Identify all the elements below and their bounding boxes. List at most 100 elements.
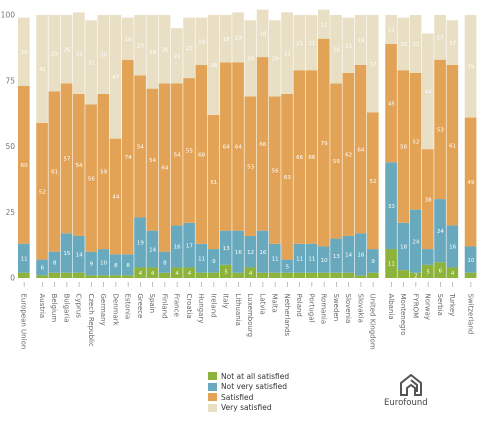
- x-category-label: Slovakia: [356, 294, 364, 323]
- bar-segment-satisfied: [97, 93, 110, 250]
- bar-segment-satisfied: [158, 83, 171, 252]
- data-label: 17: [449, 41, 456, 47]
- data-label: 21: [345, 43, 352, 49]
- x-category-label: Germany: [99, 294, 107, 326]
- legend-item-not-very: Not very satisfied: [208, 382, 289, 393]
- data-label: 79: [321, 141, 328, 147]
- bar-segment-satisfied: [446, 64, 459, 226]
- data-label: 55: [186, 149, 193, 155]
- data-label: 11: [21, 256, 28, 262]
- bar-segment-not_at_all: [281, 272, 293, 278]
- data-label: 24: [412, 239, 419, 245]
- bar-segment-satisfied: [330, 83, 342, 239]
- bar-segment-not_at_all: [232, 272, 244, 278]
- x-category-label: European Union: [20, 294, 28, 350]
- bar-segment-not_very: [305, 243, 318, 273]
- data-label: 54: [76, 163, 83, 169]
- legend-swatch-satisfied: [208, 393, 217, 402]
- bar-segment-not_at_all: [48, 272, 61, 278]
- data-label: 54: [174, 153, 181, 159]
- x-category-label: Croatia: [185, 294, 193, 319]
- data-label: 63: [284, 175, 291, 181]
- data-label: 26: [333, 47, 340, 53]
- x-category-label: Italy: [222, 294, 230, 309]
- bar-segment-satisfied: [397, 70, 410, 223]
- data-label: 14: [345, 253, 352, 259]
- bar-segment-not_at_all: [146, 267, 159, 278]
- data-label: 8: [163, 260, 167, 266]
- x-category-label: Lithuania: [234, 294, 242, 326]
- data-label: 16: [357, 253, 364, 259]
- data-label: 10: [321, 258, 328, 264]
- y-tick-label: 0: [10, 274, 15, 283]
- data-label: 8: [114, 263, 118, 269]
- bar-segment-not_very: [36, 259, 48, 276]
- data-label: 9: [371, 259, 375, 265]
- bar-segment-satisfied: [305, 70, 318, 244]
- bar-segment-not_at_all: [36, 275, 48, 278]
- bar-segment-not_at_all: [434, 262, 446, 278]
- data-label: 59: [333, 159, 340, 165]
- legend-label: Not at all satisfied: [221, 371, 290, 381]
- legend-swatch-very: [208, 403, 217, 412]
- data-label: 18: [259, 32, 266, 38]
- bar-segment-not_very: [109, 254, 122, 276]
- bar-segment-satisfied: [171, 83, 183, 226]
- bar-segment-not_very: [385, 162, 397, 250]
- bar-segment-very: [220, 15, 232, 63]
- data-label: 18: [198, 40, 205, 46]
- x-category-label: Czech Republic: [87, 294, 95, 347]
- bar-segment-not_very: [256, 230, 269, 273]
- legend-label: Not very satisfied: [221, 382, 288, 392]
- data-label: 61: [449, 143, 456, 149]
- legend: Not at all satisfied Not very satisfied …: [208, 371, 289, 413]
- bar-segment-very: [422, 33, 434, 150]
- bar-segment-satisfied: [342, 72, 355, 236]
- data-label: 51: [210, 180, 217, 186]
- bar-segment-very: [269, 20, 281, 97]
- bar-segment-not_very: [367, 249, 379, 273]
- x-category-label: Portugal: [307, 294, 315, 323]
- data-label: 5: [286, 264, 290, 270]
- data-label: 5: [426, 270, 430, 276]
- bar-segment-very: [36, 15, 48, 123]
- bar-segment-satisfied: [385, 43, 397, 163]
- data-label: 29: [247, 57, 254, 63]
- data-label: 11: [296, 256, 303, 262]
- bar-segment-satisfied: [36, 122, 48, 260]
- bar-segment-not_very: [207, 249, 220, 273]
- x-category-label: Latvia: [258, 294, 266, 315]
- bar-segment-satisfied: [318, 38, 330, 247]
- bar-segment-satisfied: [281, 93, 293, 260]
- data-label: 16: [174, 245, 181, 251]
- bar-segment-not_very: [293, 243, 306, 273]
- data-label: 26: [63, 47, 70, 53]
- data-label: 4: [188, 271, 192, 277]
- x-category-label: Poland: [295, 294, 303, 317]
- x-category-label: Austria: [38, 294, 46, 319]
- bar-segment-not_at_all: [207, 272, 220, 278]
- data-label: 13: [333, 254, 340, 260]
- data-label: 14: [149, 247, 156, 253]
- data-label: 16: [235, 250, 242, 256]
- data-label: 45: [388, 101, 395, 107]
- data-label: 15: [63, 251, 70, 257]
- bar-segment-satisfied: [256, 57, 269, 231]
- x-category-label: Luxembourg: [246, 294, 254, 338]
- bar-segment-not_very: [232, 230, 244, 273]
- bar-segment-not_at_all: [97, 275, 110, 278]
- bar-segment-very: [281, 12, 293, 94]
- bar-segment-very: [18, 17, 30, 87]
- data-label: 23: [137, 43, 144, 49]
- bar-segment-very: [109, 15, 122, 139]
- data-label: 21: [308, 41, 315, 47]
- y-tick-label: 100: [1, 11, 16, 20]
- bar-segment-not_very: [446, 225, 459, 268]
- data-label: 16: [449, 245, 456, 251]
- bar-segment-not_very: [342, 235, 355, 273]
- bar-segment-satisfied: [354, 64, 367, 234]
- data-label: 21: [174, 54, 181, 60]
- data-label: 58: [400, 145, 407, 151]
- bar-segment-very: [397, 17, 410, 71]
- bar-segment-not_at_all: [158, 272, 171, 278]
